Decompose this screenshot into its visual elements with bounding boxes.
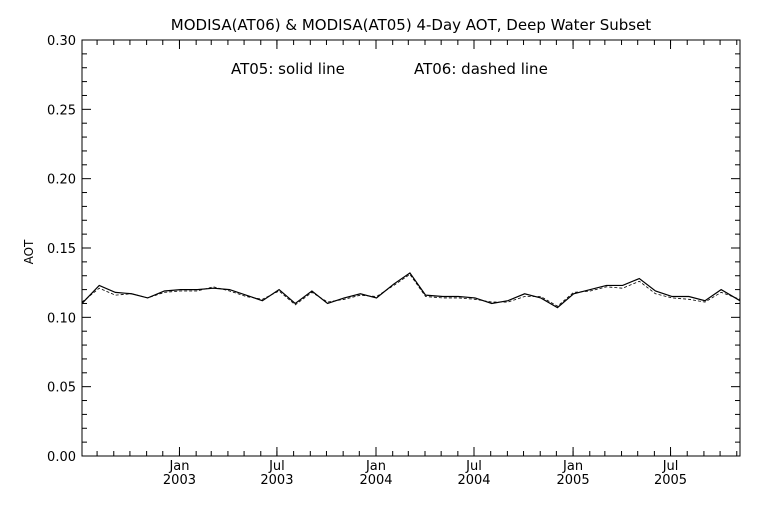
x-tick-month-label: Jul	[268, 459, 285, 474]
y-tick-label: 0.25	[47, 103, 76, 118]
x-tick-year-label: 2005	[654, 473, 687, 488]
y-tick-label: 0.05	[47, 381, 76, 396]
y-tick-label: 0.30	[47, 34, 76, 49]
annotation-solid-line: AT05: solid line	[231, 60, 345, 78]
x-tick-month-label: Jul	[662, 459, 679, 474]
y-tick-label: 0.10	[47, 311, 76, 326]
x-tick-month-label: Jan	[562, 459, 583, 474]
series-group	[81, 272, 741, 309]
y-axis-label: AOT	[22, 239, 36, 264]
series-line-at05	[81, 272, 741, 309]
x-tick-year-label: 2003	[260, 473, 293, 488]
x-tick-year-label: 2005	[557, 473, 590, 488]
x-tick-month-label: Jul	[465, 459, 482, 474]
x-tick-month-label: Jan	[365, 459, 386, 474]
y-tick-label: 0.20	[47, 173, 76, 188]
y-axis: 0.00 0.05 0.10 0.15 0.20 0.25 0.30	[47, 34, 740, 465]
x-axis: Jan2003Jul2003Jan2004Jul2004Jan2005Jul20…	[96, 40, 738, 488]
x-tick-month-label: Jan	[168, 459, 189, 474]
x-tick-year-label: 2003	[163, 473, 196, 488]
y-tick-label: 0.15	[47, 242, 76, 257]
x-tick-year-label: 2004	[359, 473, 392, 488]
series-line-at06	[81, 273, 741, 307]
annotation-dashed-line: AT06: dashed line	[414, 60, 548, 78]
plot-frame	[81, 39, 741, 457]
y-tick-label: 0.00	[47, 450, 76, 465]
x-tick-year-label: 2004	[457, 473, 490, 488]
chart-title: MODISA(AT06) & MODISA(AT05) 4-Day AOT, D…	[171, 16, 652, 34]
